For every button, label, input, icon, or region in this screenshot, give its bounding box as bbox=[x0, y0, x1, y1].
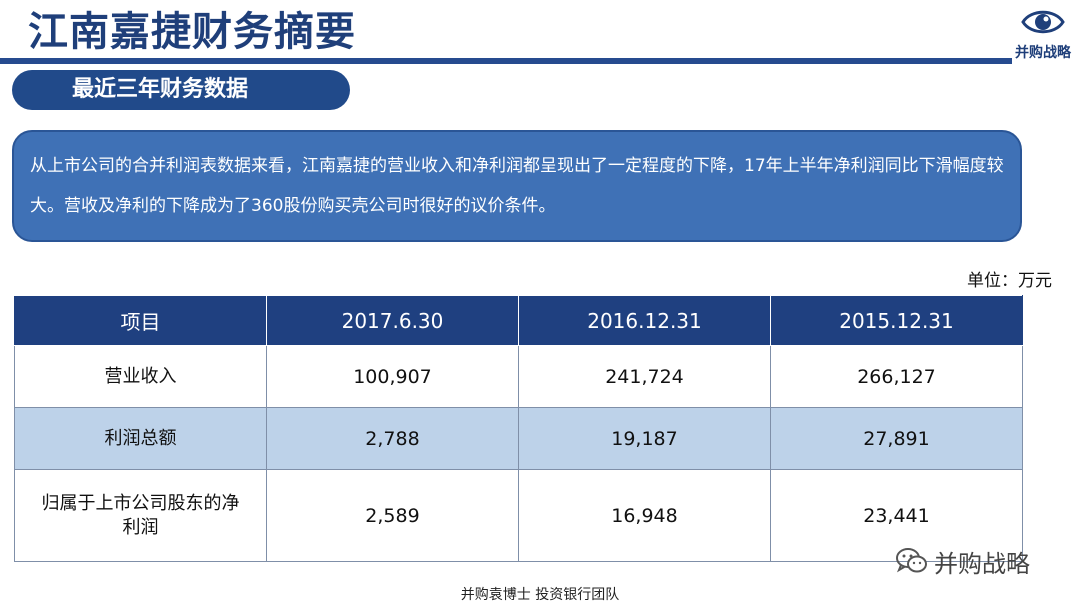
watermark-text: 并购战略 bbox=[934, 549, 1030, 578]
table-row: 营业收入 100,907 241,724 266,127 bbox=[14, 345, 1023, 408]
column-header: 2017.6.30 bbox=[266, 295, 519, 346]
financial-table: 项目 2017.6.30 2016.12.31 2015.12.31 营业收入 … bbox=[14, 295, 1023, 562]
watermark: 并购战略 bbox=[896, 544, 1030, 578]
page-title: 江南嘉捷财务摘要 bbox=[28, 9, 356, 55]
table-cell: 19,187 bbox=[518, 407, 771, 470]
table-cell: 27,891 bbox=[770, 407, 1023, 470]
footer-text: 并购袁博士 投资银行团队 bbox=[460, 587, 620, 603]
wechat-icon bbox=[896, 548, 927, 573]
row-label: 营业收入 bbox=[14, 345, 267, 408]
section-title: 最近三年财务数据 bbox=[12, 70, 350, 110]
table-cell: 16,948 bbox=[518, 469, 771, 562]
table-cell: 2,788 bbox=[266, 407, 519, 470]
table-row: 利润总额 2,788 19,187 27,891 bbox=[14, 407, 1023, 470]
table-cell: 23,441 bbox=[770, 469, 1023, 562]
row-label: 利润总额 bbox=[14, 407, 267, 470]
table-row: 归属于上市公司股东的净利润 2,589 16,948 23,441 bbox=[14, 469, 1023, 562]
column-header: 2015.12.31 bbox=[770, 295, 1023, 346]
table-header-row: 项目 2017.6.30 2016.12.31 2015.12.31 bbox=[14, 295, 1023, 346]
summary-text: 从上市公司的合并利润表数据来看，江南嘉捷的营业收入和净利润都呈现出了一定程度的下… bbox=[30, 156, 1004, 216]
column-header: 2016.12.31 bbox=[518, 295, 771, 346]
logo-text: 并购战略 bbox=[1015, 45, 1071, 61]
table-cell: 100,907 bbox=[266, 345, 519, 408]
eye-icon bbox=[1021, 10, 1065, 34]
row-label: 归属于上市公司股东的净利润 bbox=[14, 469, 267, 562]
table-cell: 266,127 bbox=[770, 345, 1023, 408]
brand-logo: 并购战略 bbox=[1012, 6, 1074, 62]
summary-box: 从上市公司的合并利润表数据来看，江南嘉捷的营业收入和净利润都呈现出了一定程度的下… bbox=[12, 130, 1022, 242]
title-underline bbox=[0, 58, 1012, 64]
table-cell: 2,589 bbox=[266, 469, 519, 562]
table-cell: 241,724 bbox=[518, 345, 771, 408]
row-label-text: 归属于上市公司股东的净利润 bbox=[41, 492, 240, 538]
unit-label: 单位：万元 bbox=[967, 271, 1052, 291]
column-header: 项目 bbox=[14, 295, 267, 346]
